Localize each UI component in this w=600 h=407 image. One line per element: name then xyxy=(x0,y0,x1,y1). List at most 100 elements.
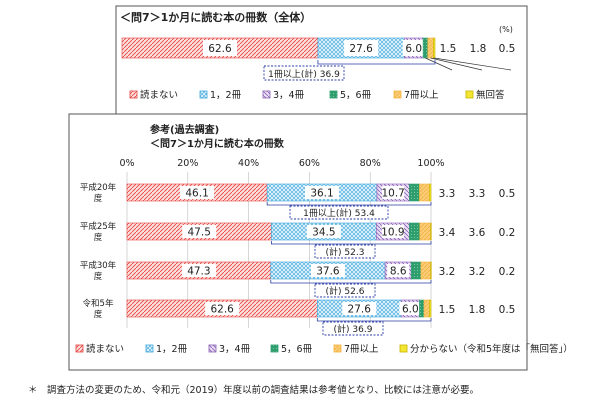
footnote: ＊ 調査方法の変更のため、令和元（2019）年度以前の調査結果は参考値となり、比… xyxy=(28,384,479,396)
top-leader-line-b5-6 xyxy=(425,57,453,71)
panel-bottom-frame xyxy=(68,113,528,371)
row-1-seg-no-answer xyxy=(430,222,432,241)
top-row-value-no-answer: 0.5 xyxy=(499,43,516,55)
row-3-value-b5-6: 1.5 xyxy=(439,304,456,316)
row-2-label-bg-b1-2 xyxy=(310,264,345,277)
bottom-legend-label-no-answer: 分からない（令和5年度は「無回答」） xyxy=(410,343,573,355)
row-1-value-b7plus: 3.6 xyxy=(469,227,486,239)
row-2-value-b7plus: 3.2 xyxy=(469,266,486,278)
row-0-label-bg-b1-2 xyxy=(305,186,340,199)
top-legend: 読まない 1，2冊 3，4冊 5，6冊 7冊以上 無回答 xyxy=(129,89,505,101)
row-3-seg-no-answer xyxy=(429,299,432,318)
bottom-legend-label-b5-6: 5，6冊 xyxy=(281,344,313,355)
row-2-value-b3-4: 8.6 xyxy=(390,266,407,278)
top-legend-label-b3-4: 3，4冊 xyxy=(273,90,305,101)
row-2-bracket-box xyxy=(314,283,376,298)
top-legend-swatch-b1-2 xyxy=(199,90,208,99)
row-1-value-b5-6: 3.4 xyxy=(439,227,456,239)
top-row-label-bg-b1-2 xyxy=(344,40,379,56)
row-0-value-no-answer: 0.5 xyxy=(499,188,516,200)
row-1-value-b3-4: 10.9 xyxy=(381,227,404,239)
row-0-value-b1-2: 36.1 xyxy=(310,188,333,200)
category-label: 平成25年 xyxy=(80,221,117,232)
x-tick-label: 80% xyxy=(360,158,381,169)
row-3-label-bg-b3-4 xyxy=(399,302,422,315)
row-1-bracket-line xyxy=(270,241,432,245)
row-0-seg-b7plus xyxy=(419,183,430,202)
row-3-label-bg-not-read xyxy=(205,302,240,315)
top-row-label-bg-b3-4 xyxy=(402,40,425,56)
top-row-value-b7plus: 1.8 xyxy=(470,43,487,55)
row-0-seg-no-answer xyxy=(429,183,432,202)
row-2-seg-b7plus xyxy=(420,261,431,280)
x-tick-label: 0% xyxy=(119,158,134,169)
x-tick-label: 60% xyxy=(299,158,320,169)
row-0-value-not-read: 46.1 xyxy=(185,188,208,200)
top-legend-label-not-read: 読まない xyxy=(140,89,178,101)
row-0-bracket-label: 1冊以上(計) 53.4 xyxy=(303,207,375,219)
bottom-tail-values: 3.3 3.3 0.5 3.4 3.6 0.2 3.2 3.2 0.2 1.5 1.8 0.5 xyxy=(439,188,516,316)
row-2-seg-no-answer xyxy=(430,261,432,280)
row-3-value-no-answer: 0.5 xyxy=(499,304,516,316)
row-2-label-bg-b3-4 xyxy=(387,264,410,277)
bottom-chart-subtitle: 参考(過去調査) xyxy=(150,123,219,136)
top-chart-title: ＜問7＞1か月に読む本の冊数（全体） xyxy=(120,10,311,24)
top-row-label-bg-not-read xyxy=(202,40,237,56)
row-0-label-bg-b3-4 xyxy=(382,186,405,199)
bottom-legend-swatch-b7plus xyxy=(333,344,342,353)
top-row-seg-b5-6 xyxy=(422,37,429,59)
top-row-seg-b7plus xyxy=(427,37,434,59)
bottom-legend-label-not-read: 読まない xyxy=(86,343,124,355)
top-panel: ＜問7＞1か月に読む本の冊数（全体） (%) 62.6 27.6 6.0 1.5 1.… xyxy=(120,10,515,101)
row-0-label-bg-not-read xyxy=(180,186,215,199)
category-label-suffix: 度 xyxy=(94,309,103,320)
top-legend-label-b1-2: 1，2冊 xyxy=(210,90,242,101)
row-0-value-b3-4: 10.7 xyxy=(381,188,404,200)
top-legend-swatch-b5-6 xyxy=(329,90,338,99)
row-2-seg-b5-6 xyxy=(410,261,422,280)
row-1-label-bg-b3-4 xyxy=(381,225,404,238)
row-3-value-b1-2: 27.6 xyxy=(348,304,372,316)
row-3-value-not-read: 62.6 xyxy=(210,304,234,316)
bottom-legend-label-b7plus: 7冊以上 xyxy=(344,344,379,355)
top-legend-label-b7plus: 7冊以上 xyxy=(404,90,439,101)
bottom-legend-swatch-no-answer xyxy=(399,344,408,353)
top-row-value-b3-4: 6.0 xyxy=(405,43,422,55)
row-2-value-b1-2: 37.6 xyxy=(316,266,340,278)
top-bracket-line xyxy=(317,60,436,65)
bottom-legend-label-b3-4: 3，4冊 xyxy=(219,344,251,355)
category-label-suffix: 度 xyxy=(94,232,103,243)
top-legend-swatch-b7plus xyxy=(393,90,402,99)
bottom-legend-swatch-not-read xyxy=(75,344,84,353)
bottom-legend-label-b1-2: 1，2冊 xyxy=(156,344,188,355)
category-label: 令和5年 xyxy=(83,298,114,309)
x-tick-label: 40% xyxy=(238,158,259,169)
row-0-seg-b5-6 xyxy=(409,183,420,202)
row-3-bracket-line xyxy=(316,318,432,322)
row-1-value-not-read: 47.5 xyxy=(188,227,211,239)
top-legend-swatch-not-read xyxy=(129,90,138,99)
bottom-legend-swatch-b3-4 xyxy=(208,344,217,353)
top-legend-label-b5-6: 5，6冊 xyxy=(340,90,372,101)
x-tick-label: 100% xyxy=(417,158,444,169)
category-label-suffix: 度 xyxy=(94,193,103,204)
top-bracket-box xyxy=(263,65,345,81)
top-row-seg-no-answer xyxy=(433,37,436,59)
row-3-value-b7plus: 1.8 xyxy=(469,304,486,316)
row-1-bracket-label: (計) 52.3 xyxy=(326,246,365,258)
bottom-legend-swatch-b1-2 xyxy=(145,344,154,353)
bottom-panel: 参考(過去調査) ＜問7＞1か月に読む本の冊数 0% 20% 40% 60% 80% 10… xyxy=(75,123,573,355)
row-0-value-b5-6: 3.3 xyxy=(439,188,456,200)
top-legend-swatch-no-answer xyxy=(465,90,474,99)
top-legend-swatch-b3-4 xyxy=(262,90,271,99)
row-3-seg-b5-6 xyxy=(419,299,425,318)
row-1-bracket-box xyxy=(314,244,376,259)
row-3-bracket-label: (計) 36.9 xyxy=(334,323,373,335)
row-3-bracket-box xyxy=(322,321,384,336)
row-3-value-b3-4: 6.0 xyxy=(402,304,419,316)
top-tail-values: 1.5 1.8 0.5 xyxy=(425,43,516,71)
row-2-value-not-read: 47.3 xyxy=(187,266,210,278)
bottom-chart-title: ＜問7＞1か月に読む本の冊数 xyxy=(150,137,285,150)
row-2-bracket-line xyxy=(270,280,432,284)
